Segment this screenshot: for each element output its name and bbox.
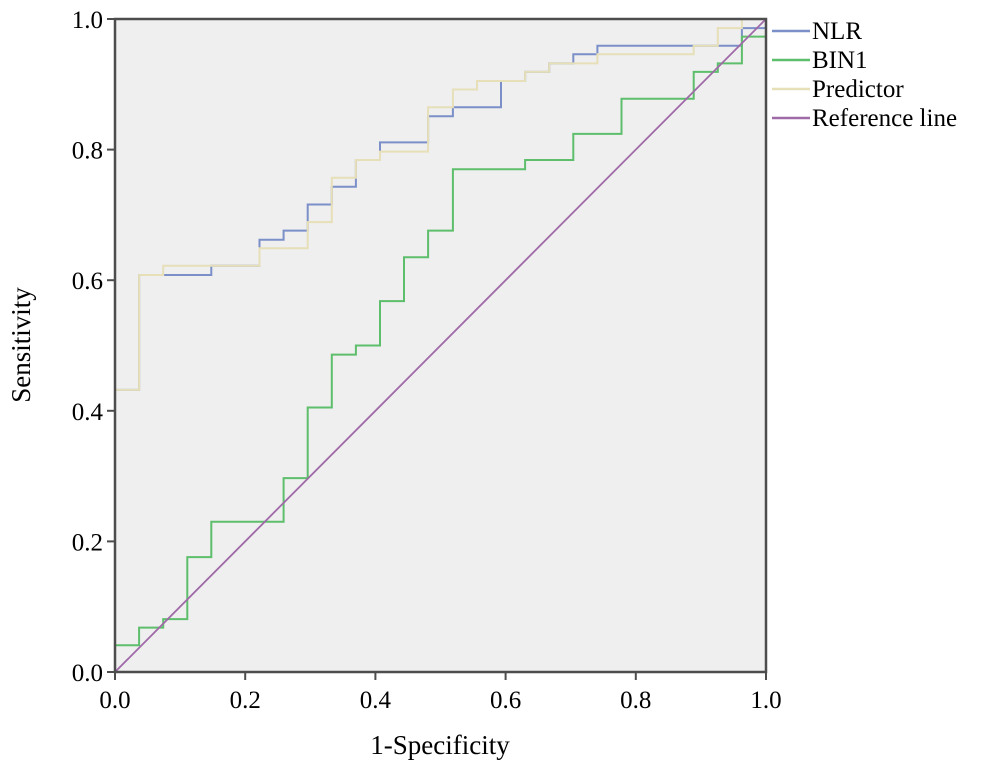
y-tick-label: 1.0 bbox=[72, 7, 103, 34]
legend-label: NLR bbox=[812, 18, 862, 45]
y-tick-label: 0.0 bbox=[72, 660, 103, 687]
plot-frame bbox=[113, 17, 768, 674]
x-tick-label: 0.0 bbox=[99, 687, 130, 714]
legend-label: Predictor bbox=[812, 76, 904, 103]
x-tick-label: 0.4 bbox=[360, 687, 392, 714]
series-line-bin1 bbox=[114, 19, 767, 672]
x-tick-label: 0.8 bbox=[620, 687, 651, 714]
y-tick-label: 0.8 bbox=[72, 138, 103, 165]
x-axis-title: 1-Specificity bbox=[370, 730, 510, 760]
series-line-predictor bbox=[114, 18, 766, 672]
axis-layer: 0.0 0.2 0.4 0.6 0.8 1.0 0.0 0.2 0.4 0.6 0.8 1.0 bbox=[72, 7, 782, 714]
legend-label: BIN1 bbox=[812, 47, 868, 74]
series-line-reference-line bbox=[114, 18, 767, 673]
series-layer bbox=[114, 18, 767, 673]
y-tick-label: 0.6 bbox=[72, 268, 103, 295]
x-tick-label: 0.2 bbox=[230, 687, 261, 714]
y-axis-title: Sensitivity bbox=[6, 287, 36, 403]
x-tick-label: 1.0 bbox=[750, 687, 781, 714]
legend-label: Reference line bbox=[812, 105, 957, 132]
y-tick-label: 0.4 bbox=[72, 399, 104, 426]
x-tick-label: 0.6 bbox=[490, 687, 521, 714]
y-tick-label: 0.2 bbox=[72, 529, 103, 556]
